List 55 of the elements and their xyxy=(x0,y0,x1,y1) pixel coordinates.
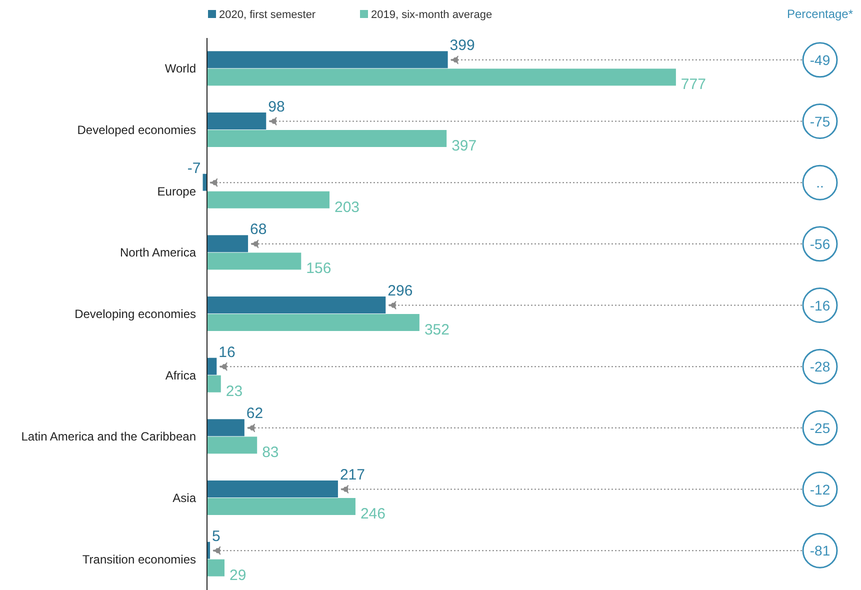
text: -12 xyxy=(810,481,830,498)
y-tick-label: North America xyxy=(120,246,196,260)
y-tick-label: Africa xyxy=(165,368,196,382)
text: -81 xyxy=(810,542,830,559)
y-tick-label: Latin America and the Caribbean xyxy=(21,430,196,444)
bar xyxy=(207,314,420,331)
data-label: 98 xyxy=(268,98,285,116)
bar xyxy=(207,252,302,270)
text: -16 xyxy=(810,297,830,314)
text: Percentage* xyxy=(786,7,854,21)
y-tick-label: Asia xyxy=(172,491,196,505)
data-label: 246 xyxy=(360,506,386,522)
data-label: 83 xyxy=(262,444,279,462)
data-label: 777 xyxy=(680,76,706,94)
legend-label: 2020, first semester xyxy=(219,9,316,21)
bar xyxy=(207,51,448,68)
data-label: 217 xyxy=(340,466,365,484)
text: -28 xyxy=(810,358,830,375)
data-label: 5 xyxy=(212,528,220,545)
bar xyxy=(207,191,330,208)
data-label: 352 xyxy=(424,322,450,338)
data-label: 397 xyxy=(452,138,477,154)
bar xyxy=(207,559,224,576)
bar xyxy=(207,498,356,515)
text: -25 xyxy=(810,420,830,436)
bar xyxy=(207,480,338,498)
bar xyxy=(207,358,217,375)
bar xyxy=(207,436,258,454)
data-label: 203 xyxy=(334,198,360,216)
y-tick-label: Transition economies xyxy=(82,552,196,566)
bar xyxy=(207,296,386,314)
data-label: 399 xyxy=(450,37,475,54)
y-tick-label: Developed economies xyxy=(77,123,196,137)
y-tick-label: Europe xyxy=(157,184,196,198)
y-tick-label: World xyxy=(164,62,196,76)
text: .. xyxy=(816,174,824,191)
text: -56 xyxy=(810,236,830,252)
data-label: 62 xyxy=(246,405,264,422)
bar xyxy=(207,235,248,252)
bar xyxy=(207,112,266,130)
bar xyxy=(207,375,221,392)
text: -75 xyxy=(810,113,830,130)
data-label: 16 xyxy=(218,344,236,361)
bar xyxy=(207,68,676,86)
data-label: 68 xyxy=(250,221,267,238)
bar xyxy=(207,130,447,147)
data-label: -7 xyxy=(187,160,201,177)
data-label: 156 xyxy=(306,260,332,278)
y-tick-label: Developing economies xyxy=(74,307,196,321)
bar xyxy=(207,419,244,436)
data-label: 296 xyxy=(388,282,413,300)
data-label: 23 xyxy=(226,382,243,400)
data-label: 29 xyxy=(230,566,246,584)
legend-label: 2019, six-month average xyxy=(371,9,492,21)
text: -49 xyxy=(810,52,830,68)
